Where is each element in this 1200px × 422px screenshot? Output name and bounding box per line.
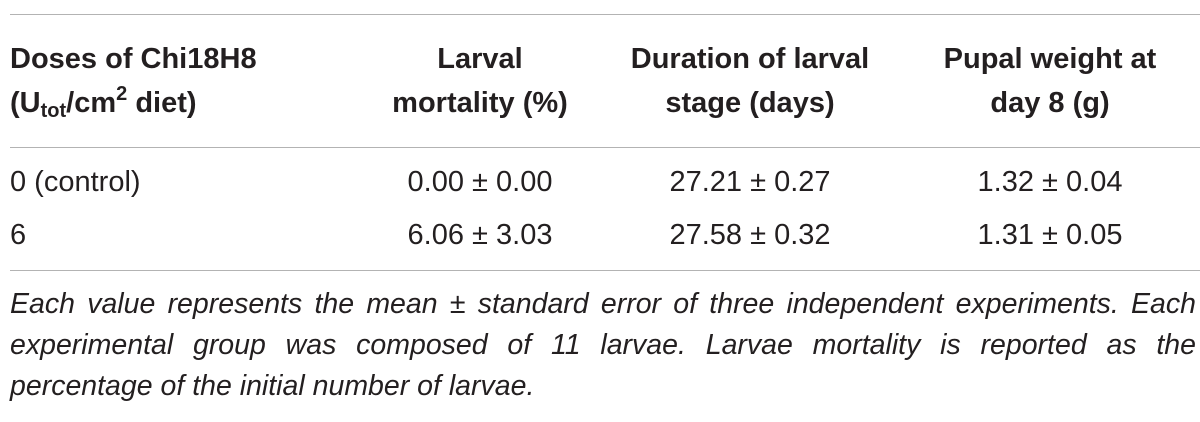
header-dose-unit-suffix: diet)	[127, 86, 197, 119]
cell-pupal-weight: 1.32 ± 0.04	[977, 166, 1123, 198]
header-mortality-line2: mortality (%)	[392, 86, 568, 119]
header-pupal-weight-line2: day 8 (g)	[990, 86, 1110, 119]
table-row: 0 (control) 0.00 ± 0.00 27.21 ± 0.27 1.3…	[10, 147, 1200, 209]
header-duration: Duration of larval stage (days)	[600, 14, 900, 147]
header-dose-unit-prefix: (U	[10, 86, 41, 119]
header-row: Doses of Chi18H8 (Utot/cm2 diet) Larval …	[10, 14, 1200, 147]
header-duration-line1: Duration of larval	[630, 42, 870, 75]
header-mortality: Larval mortality (%)	[360, 14, 600, 147]
cell-dose: 0 (control)	[10, 166, 141, 198]
cell-dose: 6	[10, 219, 27, 251]
header-pupal-weight-line1: Pupal weight at	[943, 42, 1157, 75]
bottom-rule	[10, 270, 1200, 271]
header-duration-line2: stage (days)	[665, 86, 835, 119]
table-footnote: Each value represents the mean ± standar…	[10, 288, 1196, 402]
header-mortality-line1: Larval	[437, 42, 523, 75]
header-dose-line2: (Utot/cm2 diet)	[10, 81, 360, 125]
header-dose-unit-sup: 2	[116, 82, 128, 105]
results-table: Doses of Chi18H8 (Utot/cm2 diet) Larval …	[10, 14, 1200, 262]
header-dose-line1: Doses of Chi18H8	[10, 42, 257, 75]
top-rule	[10, 14, 1200, 15]
header-pupal-weight: Pupal weight at day 8 (g)	[900, 14, 1200, 147]
header-rule	[10, 147, 1200, 148]
cell-duration: 27.21 ± 0.27	[669, 166, 831, 198]
cell-pupal-weight: 1.31 ± 0.05	[977, 219, 1123, 251]
cell-mortality: 0.00 ± 0.00	[407, 166, 553, 198]
header-dose: Doses of Chi18H8 (Utot/cm2 diet)	[10, 14, 360, 147]
cell-duration: 27.58 ± 0.32	[669, 219, 831, 251]
table-header: Doses of Chi18H8 (Utot/cm2 diet) Larval …	[10, 14, 1200, 147]
table-body: 0 (control) 0.00 ± 0.00 27.21 ± 0.27 1.3…	[10, 147, 1200, 262]
table-row: 6 6.06 ± 3.03 27.58 ± 0.32 1.31 ± 0.05	[10, 209, 1200, 262]
cell-mortality: 6.06 ± 3.03	[407, 219, 553, 251]
header-dose-unit-mid: /cm	[66, 86, 117, 119]
header-dose-unit-sub: tot	[40, 99, 67, 122]
